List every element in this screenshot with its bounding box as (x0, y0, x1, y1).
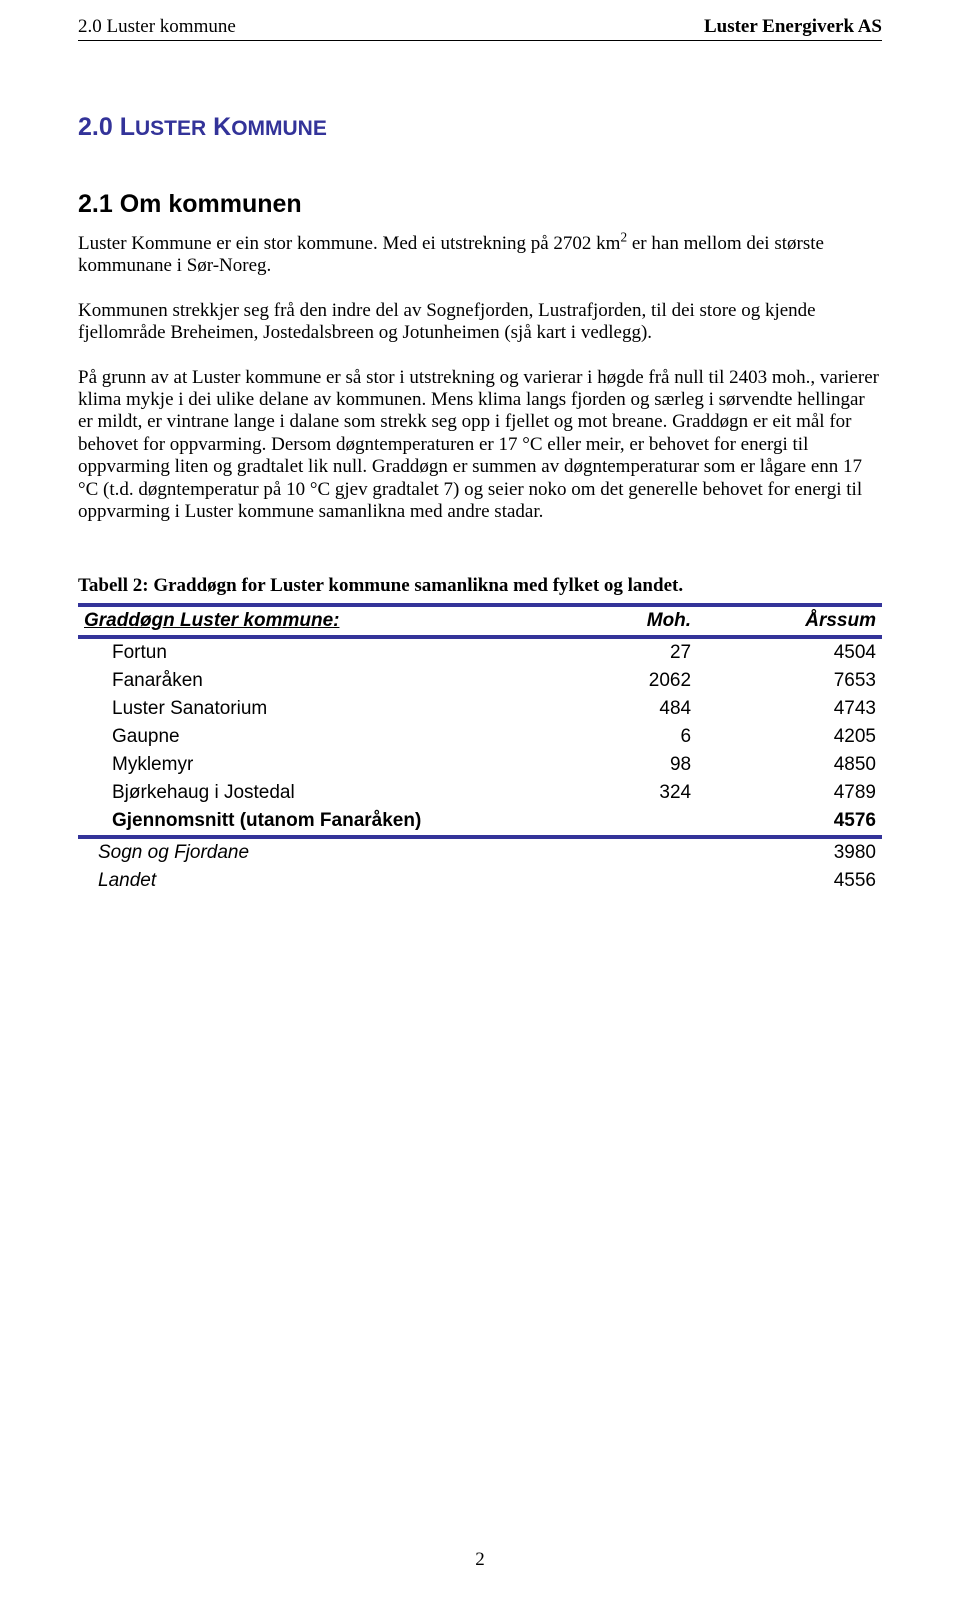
col-header-sum: Årssum (697, 605, 882, 637)
cell-sum: 4850 (697, 751, 882, 779)
paragraph-1: Luster Kommune er ein stor kommune. Med … (78, 233, 882, 278)
cell-moh: 2062 (512, 667, 697, 695)
cell-sum: 3980 (697, 837, 882, 867)
cell-moh: 98 (512, 751, 697, 779)
table-footer-row: Sogn og Fjordane 3980 (78, 837, 882, 867)
table-header-row: Graddøgn Luster kommune: Moh. Årssum (78, 605, 882, 637)
heading-1: 2.0 LUSTER KOMMUNE (78, 113, 882, 142)
cell-sum: 4556 (697, 867, 882, 895)
cell-sum: 4789 (697, 779, 882, 807)
cell-sum: 4504 (697, 637, 882, 667)
cell-moh: 484 (512, 695, 697, 723)
page-header: 2.0 Luster kommune Luster Energiverk AS (78, 16, 882, 38)
header-rule (78, 40, 882, 41)
cell-name: Landet (78, 867, 512, 895)
table-row: Bjørkehaug i Jostedal 324 4789 (78, 779, 882, 807)
paragraph-1a: Luster Kommune er ein stor kommune. Med … (78, 233, 620, 254)
table-footer-row: Landet 4556 (78, 867, 882, 895)
table-row: Luster Sanatorium 484 4743 (78, 695, 882, 723)
cell-moh (512, 837, 697, 867)
cell-name: Gaupne (78, 723, 512, 751)
header-left: 2.0 Luster kommune (78, 16, 236, 38)
cell-sum: 7653 (697, 667, 882, 695)
cell-name: Luster Sanatorium (78, 695, 512, 723)
table-row: Gaupne 6 4205 (78, 723, 882, 751)
cell-moh (512, 867, 697, 895)
cell-moh: 324 (512, 779, 697, 807)
paragraph-2: Kommunen strekkjer seg frå den indre del… (78, 300, 882, 345)
cell-name: Gjennomsnitt (utanom Fanaråken) (78, 807, 512, 837)
col-header-moh: Moh. (512, 605, 697, 637)
cell-sum: 4743 (697, 695, 882, 723)
table-summary-row: Gjennomsnitt (utanom Fanaråken) 4576 (78, 807, 882, 837)
paragraph-3: På grunn av at Luster kommune er så stor… (78, 367, 882, 524)
cell-sum: 4576 (697, 807, 882, 837)
heading-2: 2.1 Om kommunen (78, 190, 882, 219)
cell-name: Myklemyr (78, 751, 512, 779)
table-caption: Tabell 2: Graddøgn for Luster kommune sa… (78, 575, 882, 597)
col-header-name: Graddøgn Luster kommune: (78, 605, 512, 637)
header-right: Luster Energiverk AS (704, 16, 882, 38)
page-number: 2 (0, 1549, 960, 1571)
graddogn-table: Graddøgn Luster kommune: Moh. Årssum For… (78, 603, 882, 895)
cell-moh: 6 (512, 723, 697, 751)
cell-moh (512, 807, 697, 837)
cell-name: Bjørkehaug i Jostedal (78, 779, 512, 807)
table-row: Fortun 27 4504 (78, 637, 882, 667)
cell-moh: 27 (512, 637, 697, 667)
table-row: Fanaråken 2062 7653 (78, 667, 882, 695)
cell-sum: 4205 (697, 723, 882, 751)
cell-name: Sogn og Fjordane (78, 837, 512, 867)
heading-1-text: 2.0 LUSTER KOMMUNE (78, 113, 327, 141)
table-row: Myklemyr 98 4850 (78, 751, 882, 779)
cell-name: Fanaråken (78, 667, 512, 695)
cell-name: Fortun (78, 637, 512, 667)
